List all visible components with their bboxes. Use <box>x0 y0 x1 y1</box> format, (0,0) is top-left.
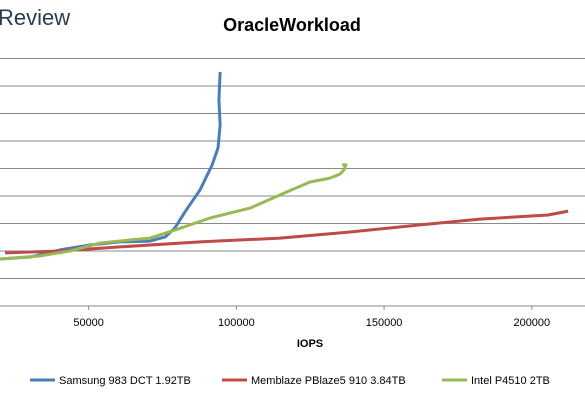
x-tick-label: 150000 <box>366 317 403 329</box>
legend-label: Samsung 983 DCT 1.92TB <box>59 375 191 387</box>
legend-label: Intel P4510 2TB <box>471 375 550 387</box>
series-line <box>0 71 222 261</box>
x-tick-label: 200000 <box>513 317 550 329</box>
watermark: Review <box>0 5 70 30</box>
legend-label: Memblaze PBlaze5 910 3.84TB <box>251 375 406 387</box>
series-line <box>0 163 348 261</box>
x-tick-label: 100000 <box>218 317 255 329</box>
x-axis-label: IOPS <box>297 338 323 350</box>
series-line <box>4 209 569 255</box>
x-tick-label: 50000 <box>73 317 104 329</box>
chart-title: OracleWorkload <box>223 15 361 35</box>
